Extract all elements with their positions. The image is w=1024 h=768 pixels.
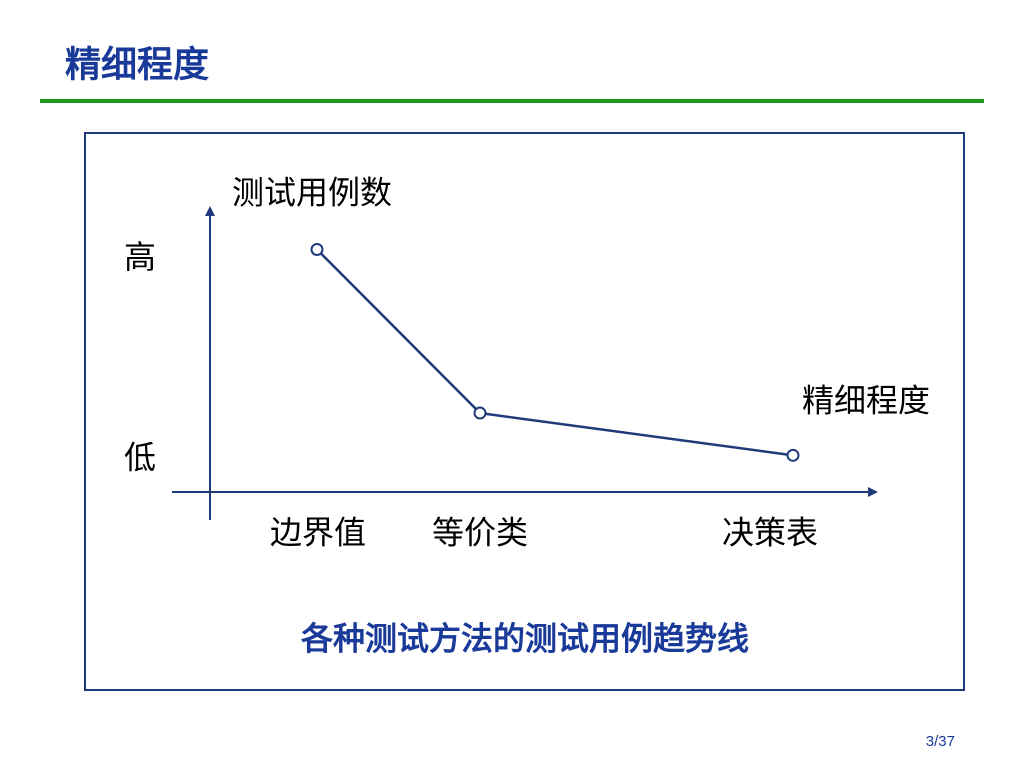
x-tick-label: 等价类 (432, 514, 528, 550)
page-number: 3/37 (926, 733, 955, 750)
y-tick-label: 高 (124, 239, 156, 275)
x-axis-arrow (868, 487, 878, 497)
x-tick-label: 边界值 (270, 514, 366, 550)
x-axis-label: 精细程度 (802, 382, 930, 418)
point (786, 448, 800, 462)
y-axis-label: 测试用例数 (232, 174, 392, 210)
y-axis-arrow (205, 206, 215, 216)
chart-caption: 各种测试方法的测试用例趋势线 (301, 620, 749, 656)
point (310, 242, 324, 256)
x-tick-label: 决策表 (722, 514, 818, 550)
trend-line (316, 248, 794, 457)
point (473, 406, 487, 420)
y-tick-label: 低 (124, 439, 156, 475)
chart-frame (84, 132, 965, 691)
slide-title: 精细程度 (65, 44, 209, 84)
